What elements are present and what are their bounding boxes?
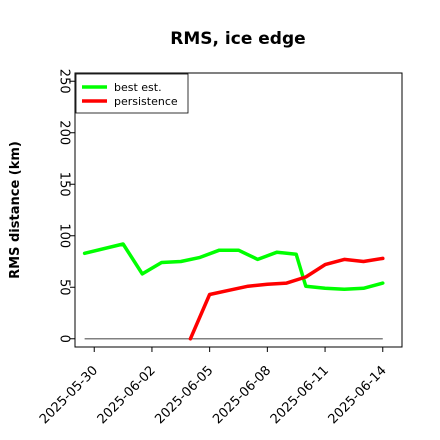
y-tick-label: 100 [57, 223, 72, 248]
x-tick-label: 2025-06-08 [210, 363, 274, 427]
y-axis-label: RMS distance (km) [8, 141, 23, 279]
legend-box [75, 73, 189, 114]
y-tick-label: 250 [57, 69, 72, 94]
legend-label: persistence [114, 95, 178, 108]
legend-label: best est. [114, 81, 162, 94]
x-tick-label: 2025-06-14 [326, 363, 390, 427]
y-tick-label: 150 [57, 172, 72, 197]
chart-title: RMS, ice edge [170, 29, 305, 49]
plot-area-frame [74, 72, 403, 348]
series-line-persistence [188, 256, 385, 341]
y-tick-label: 50 [57, 279, 72, 296]
x-tick-label: 2025-06-02 [95, 363, 159, 427]
legend: best est.persistence [75, 73, 189, 114]
x-tick-label: 2025-06-11 [268, 363, 332, 427]
x-tick-label: 2025-06-05 [152, 363, 216, 427]
y-tick-label: 200 [57, 120, 72, 145]
y-tick-label: 0 [57, 335, 72, 343]
x-tick-label: 2025-05-30 [37, 363, 101, 427]
series-line-best-est [82, 242, 385, 292]
